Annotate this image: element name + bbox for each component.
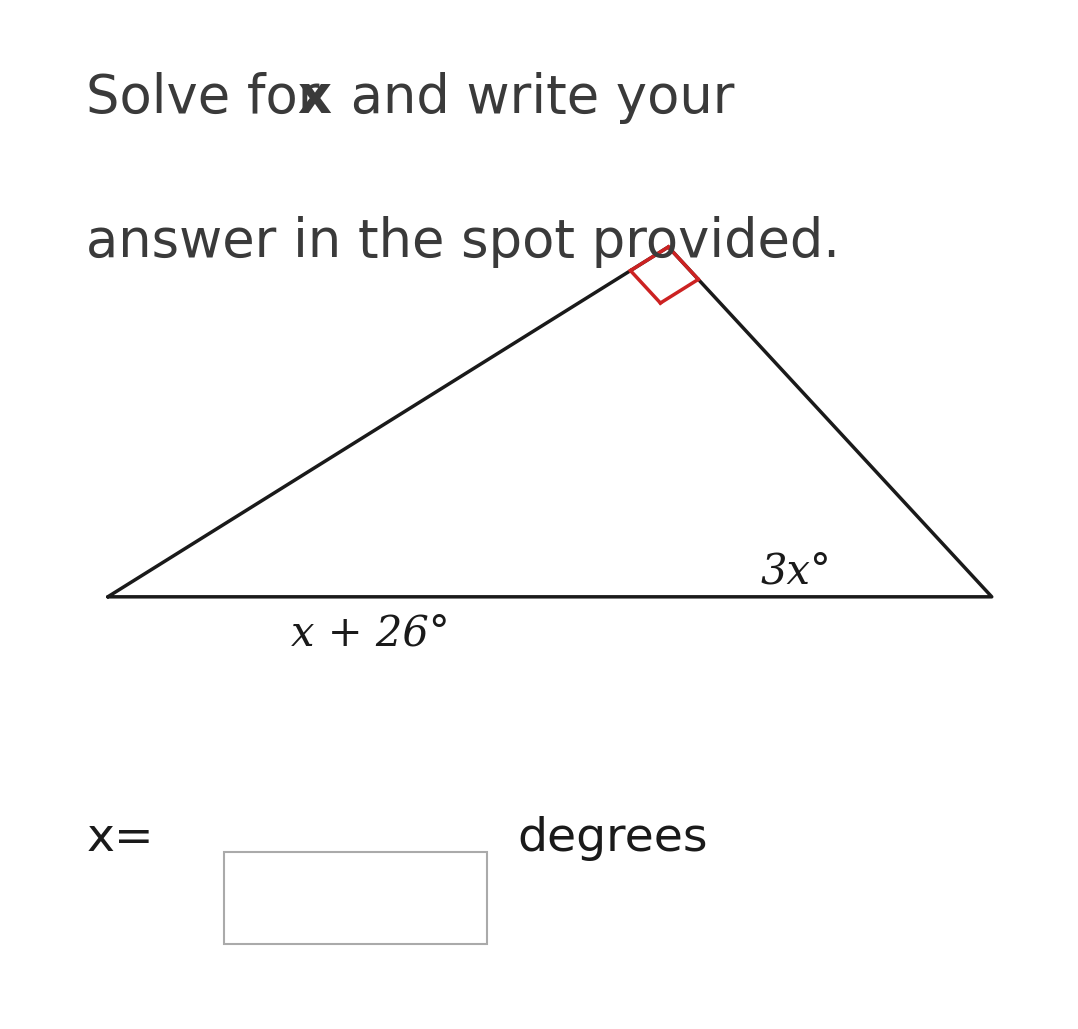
Text: degrees: degrees: [517, 816, 708, 861]
Text: and write your: and write your: [334, 72, 735, 125]
Text: 3x°: 3x°: [760, 551, 831, 593]
Text: x: x: [298, 72, 332, 125]
FancyBboxPatch shape: [224, 852, 487, 944]
Text: x + 26°: x + 26°: [291, 612, 450, 654]
Text: x=: x=: [86, 816, 154, 861]
Text: Solve for: Solve for: [86, 72, 336, 125]
Text: answer in the spot provided.: answer in the spot provided.: [86, 216, 840, 269]
